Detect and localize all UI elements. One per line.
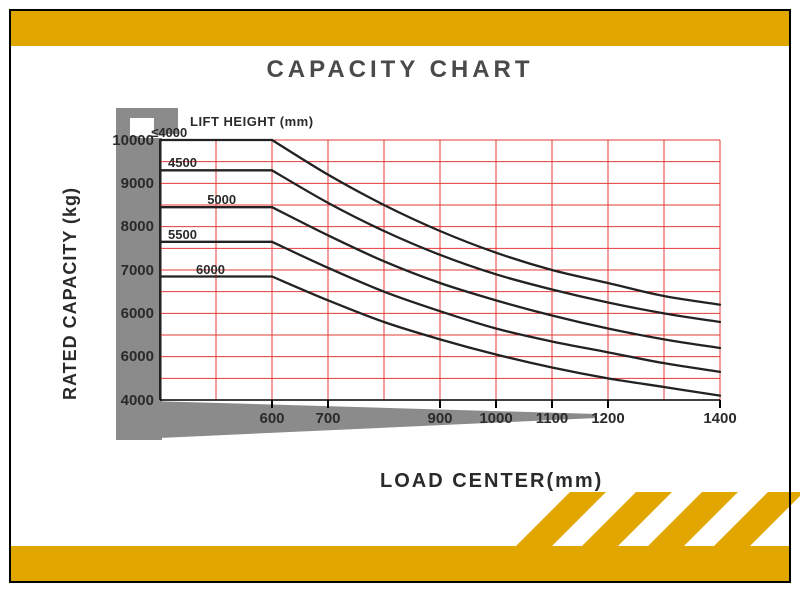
capacity-chart-plot [160, 140, 720, 400]
y-tick: 6000 [100, 348, 154, 365]
series-label: 6000 [196, 262, 225, 277]
x-tick: 1100 [527, 410, 577, 427]
series-label: 5000 [207, 192, 236, 207]
y-tick: 10000 [100, 132, 154, 149]
x-tick: 1000 [471, 410, 521, 427]
x-axis-label: LOAD CENTER(mm) [380, 470, 603, 493]
series-label: 5500 [168, 227, 197, 242]
y-tick: 9000 [100, 175, 154, 192]
x-tick: 700 [303, 410, 353, 427]
x-tick: 600 [247, 410, 297, 427]
lift-height-label: LIFT HEIGHT (mm) [190, 114, 314, 129]
y-tick: 4000 [100, 392, 154, 409]
series-label: ≤4000 [151, 125, 187, 140]
y-tick: 8000 [100, 218, 154, 235]
x-tick: 1200 [583, 410, 633, 427]
y-tick: 7000 [100, 262, 154, 279]
series-label: 4500 [168, 155, 197, 170]
x-tick: 900 [415, 410, 465, 427]
chart-title: CAPACITY CHART [0, 56, 800, 84]
y-tick: 6000 [100, 305, 154, 322]
y-axis-label: RATED CAPACITY (kg) [60, 187, 81, 400]
x-tick: 1400 [695, 410, 745, 427]
